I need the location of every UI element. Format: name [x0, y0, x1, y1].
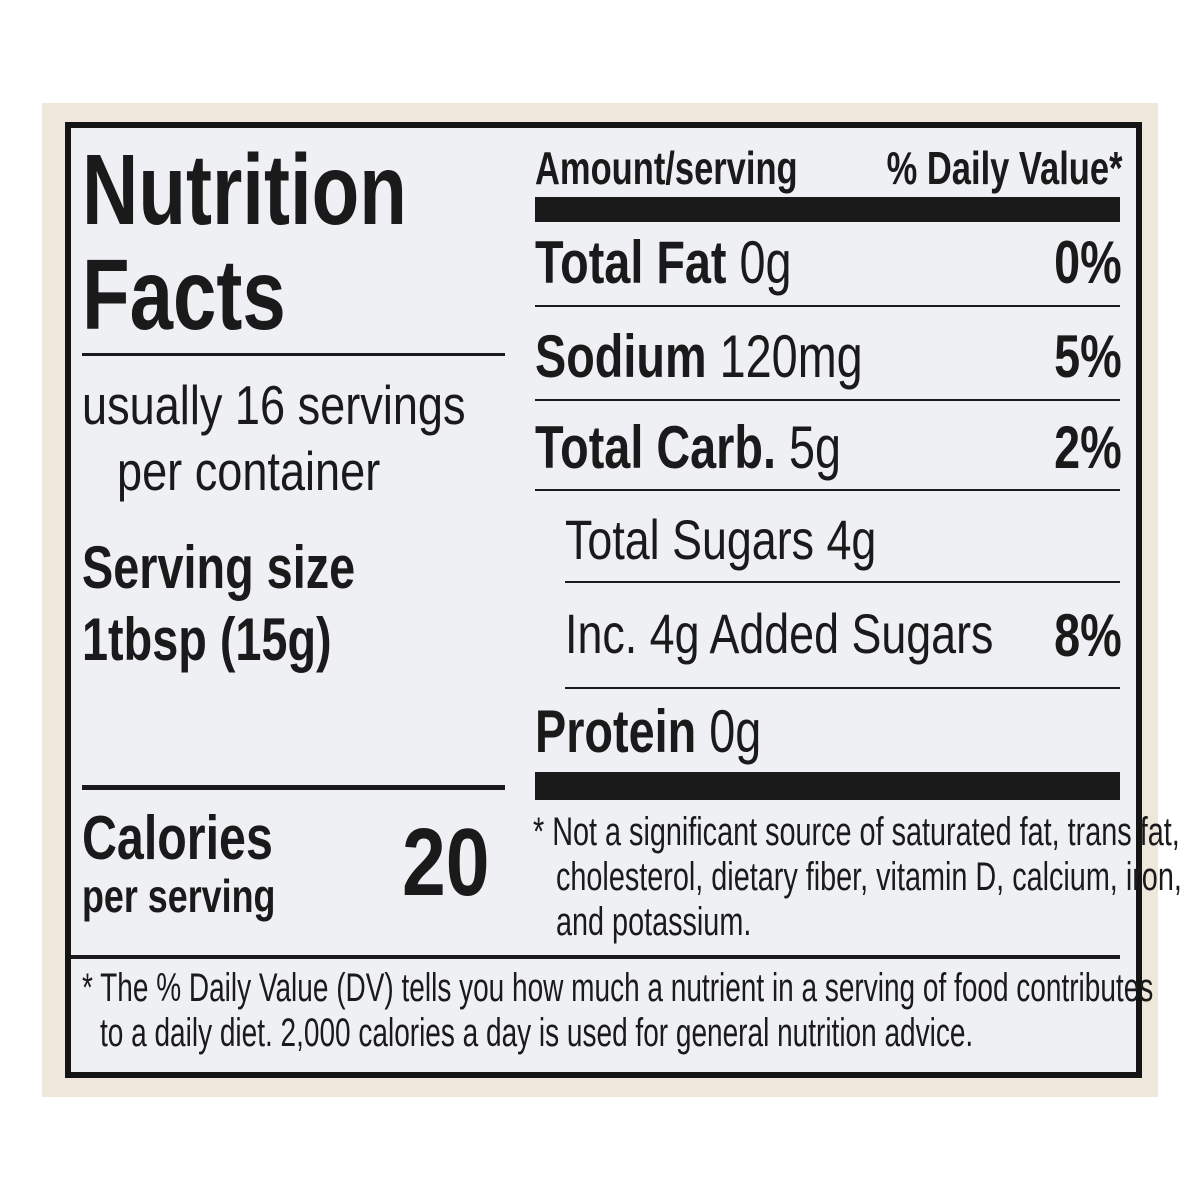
dv-sodium: 5%	[1054, 323, 1122, 390]
nutrient-row-total-carb: Total Carb. 5g	[535, 414, 842, 481]
calories-per-serving: per serving	[82, 870, 276, 922]
divider	[535, 305, 1120, 307]
calories-label: Calories	[82, 804, 273, 873]
nutrient-row-total-sugars: Total Sugars 4g	[565, 508, 877, 571]
daily-value-header: % Daily Value*	[886, 142, 1122, 194]
dv-total-carb: 2%	[1054, 414, 1122, 481]
dv-total-fat: 0%	[1054, 229, 1122, 296]
divider	[535, 489, 1120, 491]
divider	[71, 955, 1120, 959]
thick-bar	[535, 197, 1120, 222]
nutrition-facts-label	[65, 122, 1142, 1078]
footnote-line: and potassium.	[556, 900, 752, 944]
servings-per-container-2: per container	[117, 440, 381, 502]
servings-per-container: usually 16 servings	[82, 374, 466, 436]
footnote-line: * Not a significant source of saturated …	[533, 810, 1180, 854]
title-facts: Facts	[82, 239, 286, 351]
nutrient-row-protein: Protein 0g	[535, 698, 762, 765]
footnote-line: cholesterol, dietary fiber, vitamin D, c…	[556, 855, 1182, 899]
thick-bar	[535, 772, 1120, 800]
divider	[535, 399, 1120, 401]
nutrient-row-added-sugars: Inc. 4g Added Sugars	[565, 602, 994, 665]
serving-size-value: 1tbsp (15g)	[82, 606, 332, 673]
nutrient-row-sodium: Sodium 120mg	[535, 323, 863, 390]
calories-value: 20	[402, 809, 490, 916]
amount-per-serving-header: Amount/serving	[535, 142, 798, 194]
divider	[565, 581, 1120, 583]
serving-size-label: Serving size	[82, 534, 356, 601]
daily-value-note: to a daily diet. 2,000 calories a day is…	[100, 1011, 974, 1055]
divider	[565, 687, 1120, 689]
daily-value-note: * The % Daily Value (DV) tells you how m…	[82, 966, 1154, 1010]
title-nutrition: Nutrition	[82, 134, 407, 246]
nutrient-row-total-fat: Total Fat 0g	[535, 229, 792, 296]
thick-divider	[82, 785, 505, 790]
divider	[82, 353, 505, 356]
dv-added-sugars: 8%	[1054, 602, 1122, 669]
